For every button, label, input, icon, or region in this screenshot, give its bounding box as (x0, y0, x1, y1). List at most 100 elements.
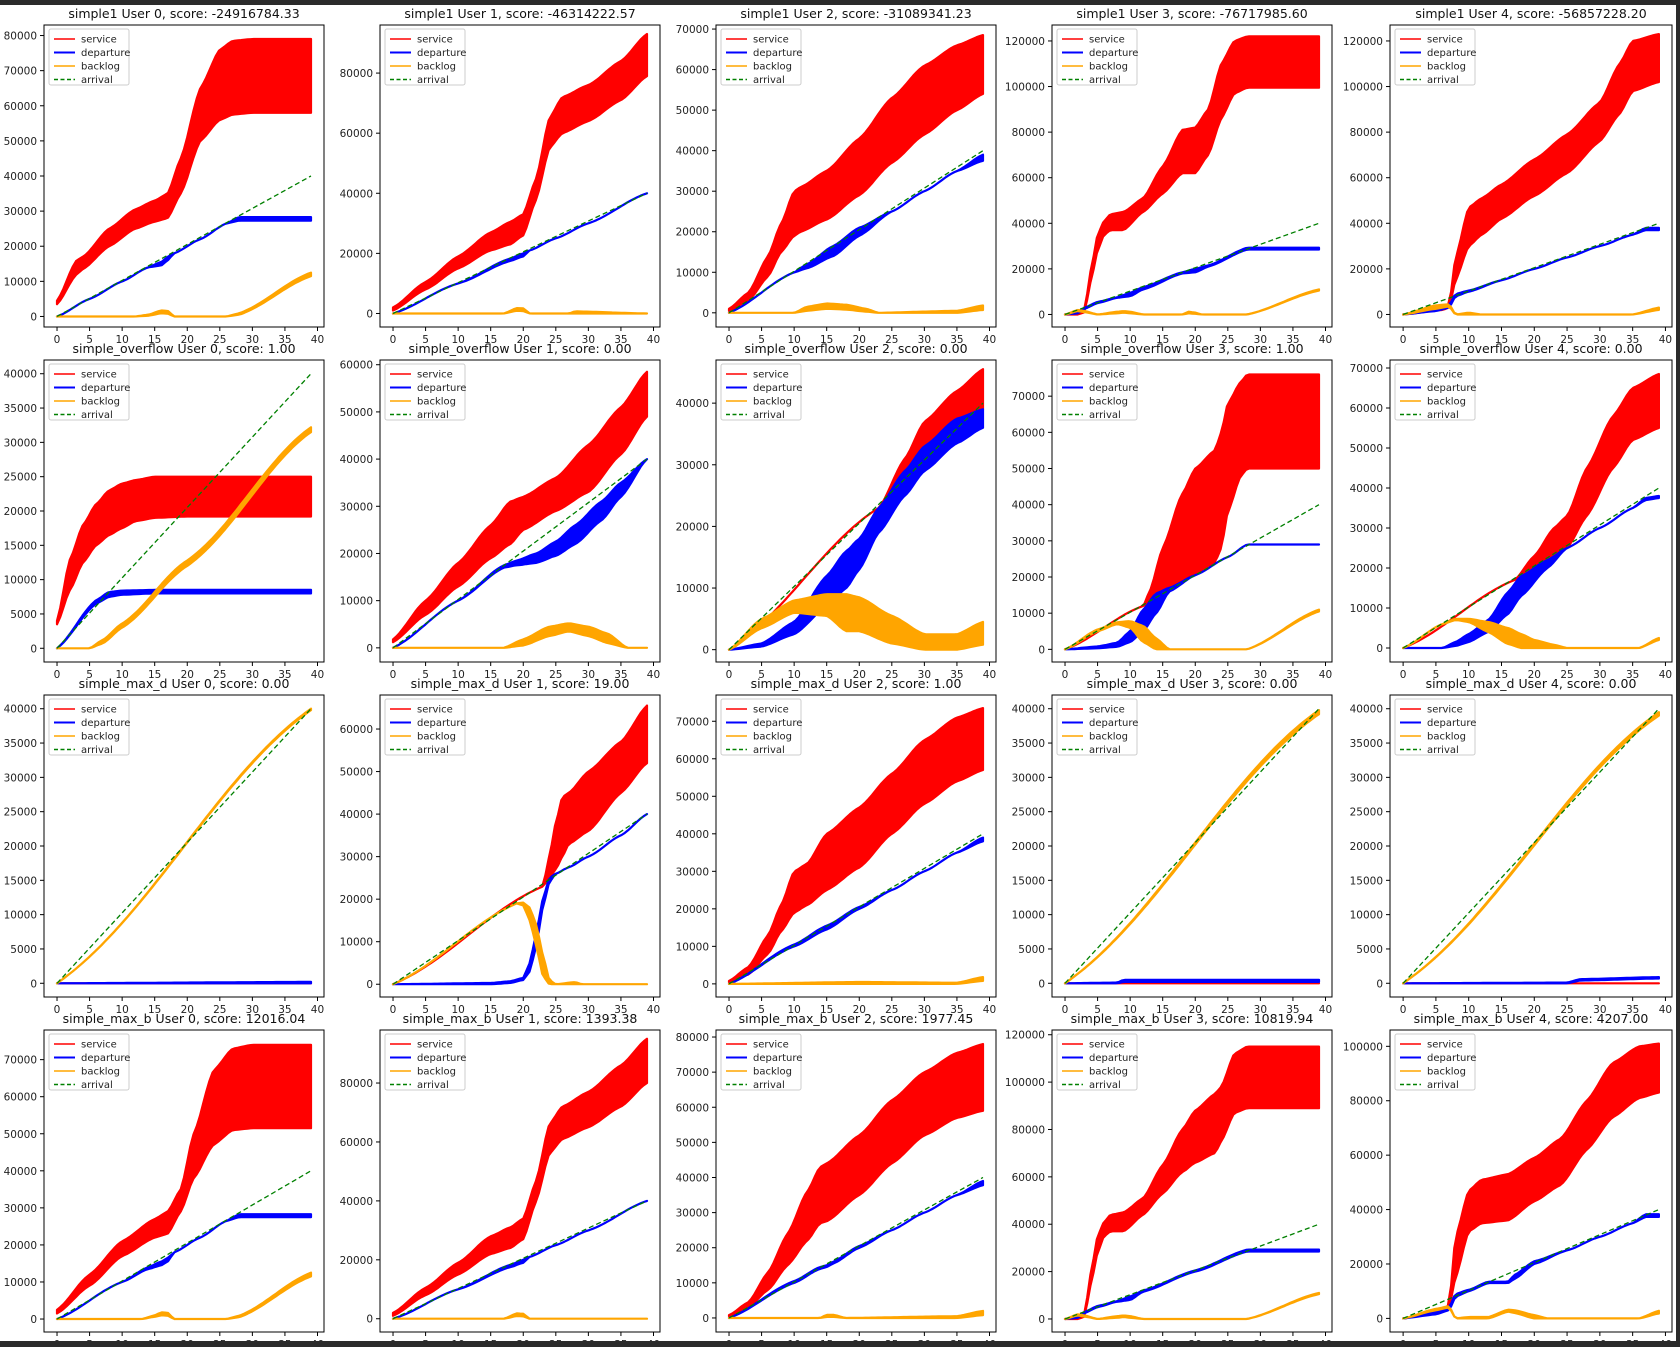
y-tick-label: 10000 (676, 1278, 709, 1290)
y-tick-label: 70000 (1012, 391, 1045, 403)
axes-frame (43, 1029, 325, 1333)
legend-label-departure: departure (1427, 383, 1476, 394)
y-tick-label: 20000 (4, 841, 37, 853)
legend: service departure backlog arrival (720, 363, 802, 421)
y-tick-label: 30000 (4, 772, 37, 784)
x-tick-label: 25 (549, 1004, 562, 1016)
x-tick-label: 15 (1156, 334, 1169, 346)
subplot-canvas: 0510152025303540020000400006000080000100… (1005, 1029, 1333, 1347)
y-tick-label: 50000 (1012, 464, 1045, 476)
y-tick-label: 40000 (1350, 1205, 1383, 1217)
y-tick-label: 40000 (4, 704, 37, 716)
service-band (727, 368, 985, 651)
x-tick-label: 25 (549, 669, 562, 681)
legend: service departure backlog arrival (48, 363, 130, 421)
subplot-canvas: 0510152025303540010000200003000040000500… (4, 1029, 325, 1347)
x-tick-label: 15 (1495, 334, 1508, 346)
y-tick-label: 40000 (1012, 218, 1045, 230)
backlog-band (55, 1271, 313, 1321)
x-tick-label: 35 (950, 334, 963, 346)
arrival-line (1402, 708, 1660, 984)
arrival-line (728, 150, 984, 314)
legend-label-arrival: arrival (753, 75, 785, 86)
x-tick-label: 25 (213, 1004, 226, 1016)
legend-label-arrival: arrival (1427, 75, 1459, 86)
subplot-title: simple_max_b User 3, score: 10819.94 (1070, 1011, 1314, 1026)
y-tick-label: 20000 (4, 241, 37, 253)
departure-band (1402, 226, 1660, 316)
legend-label-service: service (81, 1040, 117, 1051)
y-tick-label: 20000 (676, 1243, 709, 1255)
legend-label-arrival: arrival (1427, 410, 1459, 421)
y-tick-label: 0 (1376, 309, 1383, 321)
y-tick-label: 10000 (4, 575, 37, 587)
y-tick-label: 30000 (676, 460, 709, 472)
legend-label-backlog: backlog (417, 732, 456, 743)
x-tick-label: 15 (820, 669, 833, 681)
subplot-canvas: 0 5 10 15 20 25 30 35 40 0 5000 10000 15000 20000 2500… (1012, 694, 1333, 1016)
backlog-band (727, 302, 985, 314)
subplot: simple1 User 1, score: -46314222.57 0 5 10 1… (336, 5, 664, 346)
x-tick-label: 0 (1400, 1004, 1407, 1016)
subplot-title: simple1 User 0, score: -24916784.33 (68, 6, 300, 21)
departure-band (391, 192, 649, 315)
arrival-line (56, 1170, 312, 1320)
y-tick-label: 50000 (676, 105, 709, 117)
legend-label-service: service (753, 35, 789, 46)
x-tick-label: 0 (1062, 669, 1069, 681)
backlog-band (391, 901, 649, 986)
x-tick-label: 35 (614, 669, 627, 681)
y-tick-label: 20000 (676, 904, 709, 916)
y-tick-label: 10000 (1012, 608, 1045, 620)
x-tick-label: 0 (54, 669, 61, 681)
backlog-band (1063, 1291, 1321, 1321)
y-tick-label: 0 (1038, 1314, 1045, 1326)
backlog-band (1402, 303, 1660, 316)
x-tick-label: 5 (422, 1004, 429, 1016)
subplot: simple_max_d User 0, score: 0.00 0 5 10 15 20… (0, 675, 328, 1016)
subplot: simple1 User 2, score: -31089341.23 0 5 10 1… (672, 5, 1000, 346)
backlog-band (55, 271, 313, 318)
departure-band (391, 1199, 649, 1320)
y-tick-label: 80000 (4, 31, 37, 43)
departure-band (391, 458, 649, 649)
y-tick-label: 40000 (676, 146, 709, 158)
arrival-line (1402, 222, 1660, 316)
legend-label-arrival: arrival (1427, 745, 1459, 756)
x-tick-label: 5 (86, 334, 93, 346)
y-tick-label: 5000 (1356, 944, 1383, 956)
service-band (1063, 1045, 1321, 1321)
departure-band (55, 980, 313, 985)
legend-label-service: service (1089, 705, 1125, 716)
y-tick-label: 70000 (4, 1055, 37, 1067)
arrival-line (56, 373, 312, 649)
legend: service departure backlog arrival (1056, 698, 1138, 756)
legend-label-departure: departure (81, 1053, 130, 1064)
x-tick-label: 20 (1528, 669, 1541, 681)
y-tick-label: 70000 (676, 1067, 709, 1079)
x-tick-label: 25 (213, 334, 226, 346)
y-tick-label: 5000 (10, 944, 37, 956)
x-tick-label: 20 (1189, 1004, 1202, 1016)
legend: service departure backlog arrival (720, 698, 802, 756)
y-tick-label: 100000 (1343, 82, 1383, 94)
y-tick-label: 35000 (4, 403, 37, 415)
arrival-line (1402, 487, 1660, 649)
legend-label-arrival: arrival (1089, 410, 1121, 421)
service-band (391, 32, 649, 312)
x-tick-label: 20 (1189, 669, 1202, 681)
subplot: simple_overflow User 4, score: 0.00 0 5 10 1… (1340, 340, 1676, 681)
x-tick-label: 40 (983, 669, 996, 681)
arrival-line (392, 1200, 648, 1320)
x-tick-label: 0 (1062, 1004, 1069, 1016)
y-tick-label: 30000 (1012, 772, 1045, 784)
legend: service departure backlog arrival (1056, 28, 1138, 86)
subplot-title: simple_max_b User 4, score: 4207.00 (1413, 1011, 1649, 1026)
x-tick-label: 35 (278, 669, 291, 681)
backlog-band (391, 622, 649, 649)
